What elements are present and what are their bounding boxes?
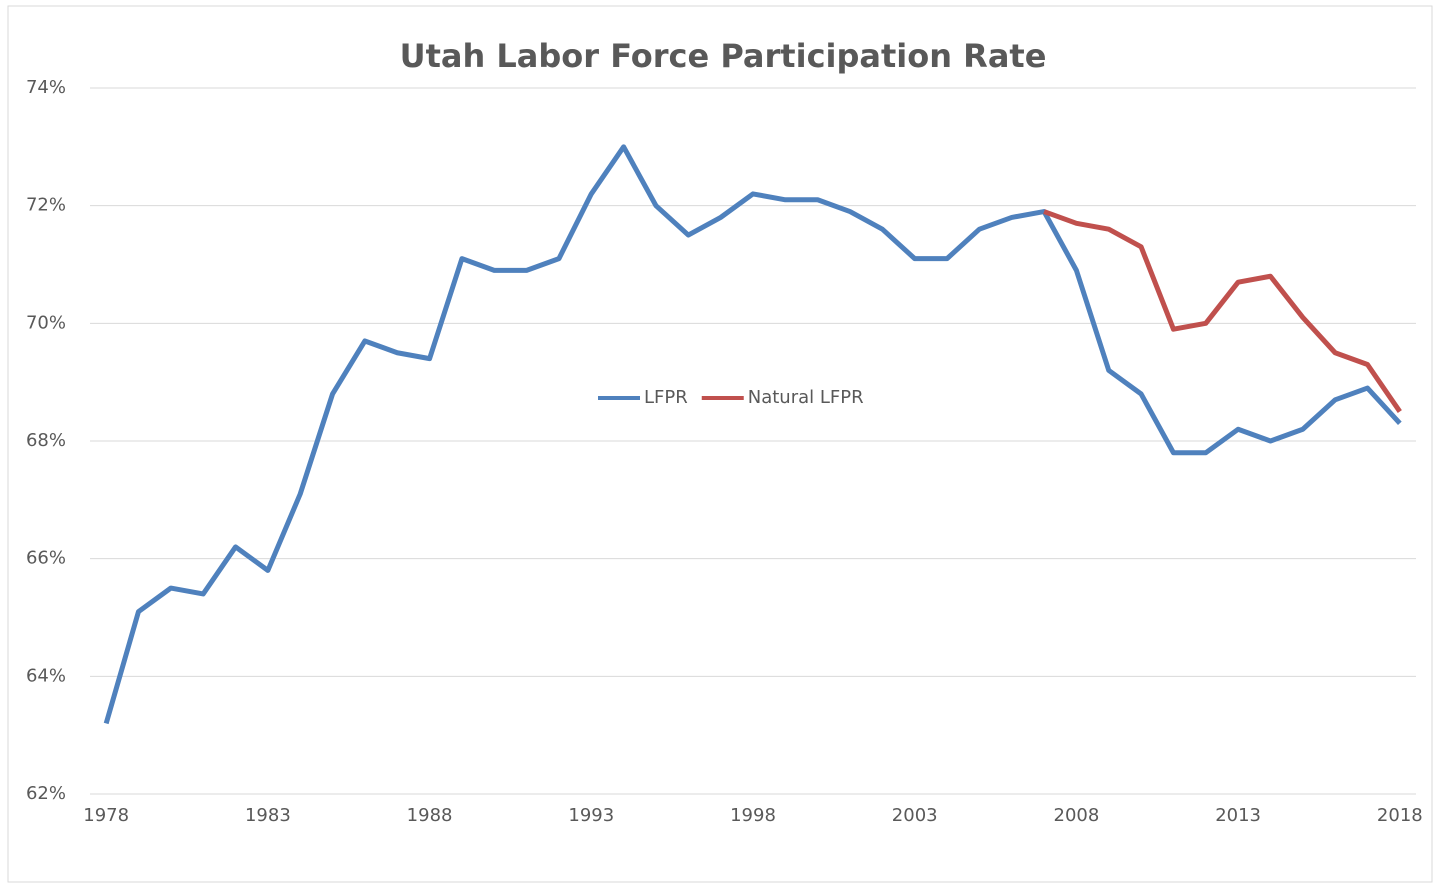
x-tick-label: 1988 (407, 805, 453, 826)
series-line (1043, 209, 1402, 413)
legend-label: Natural LFPR (748, 387, 864, 408)
y-tick-label: 72% (26, 195, 66, 216)
x-tick-label: 1978 (83, 805, 129, 826)
chart-title: Utah Labor Force Participation Rate (400, 37, 1047, 75)
x-tick-label: 1983 (245, 805, 291, 826)
legend-label: LFPR (644, 387, 688, 408)
y-tick-label: 74% (26, 77, 66, 98)
x-tick-label: 2013 (1215, 805, 1261, 826)
x-tick-label: 2003 (892, 805, 938, 826)
chart-border (7, 5, 1433, 883)
series-line (103, 144, 1402, 725)
x-tick-label: 2008 (1054, 805, 1100, 826)
x-tick-label: 1998 (730, 805, 776, 826)
y-tick-label: 62% (26, 783, 66, 804)
y-tick-label: 70% (26, 312, 66, 333)
y-tick-label: 68% (26, 430, 66, 451)
x-tick-label: 1993 (568, 805, 614, 826)
x-tick-label: 2018 (1377, 805, 1423, 826)
y-tick-label: 66% (26, 548, 66, 569)
y-tick-label: 64% (26, 665, 66, 686)
